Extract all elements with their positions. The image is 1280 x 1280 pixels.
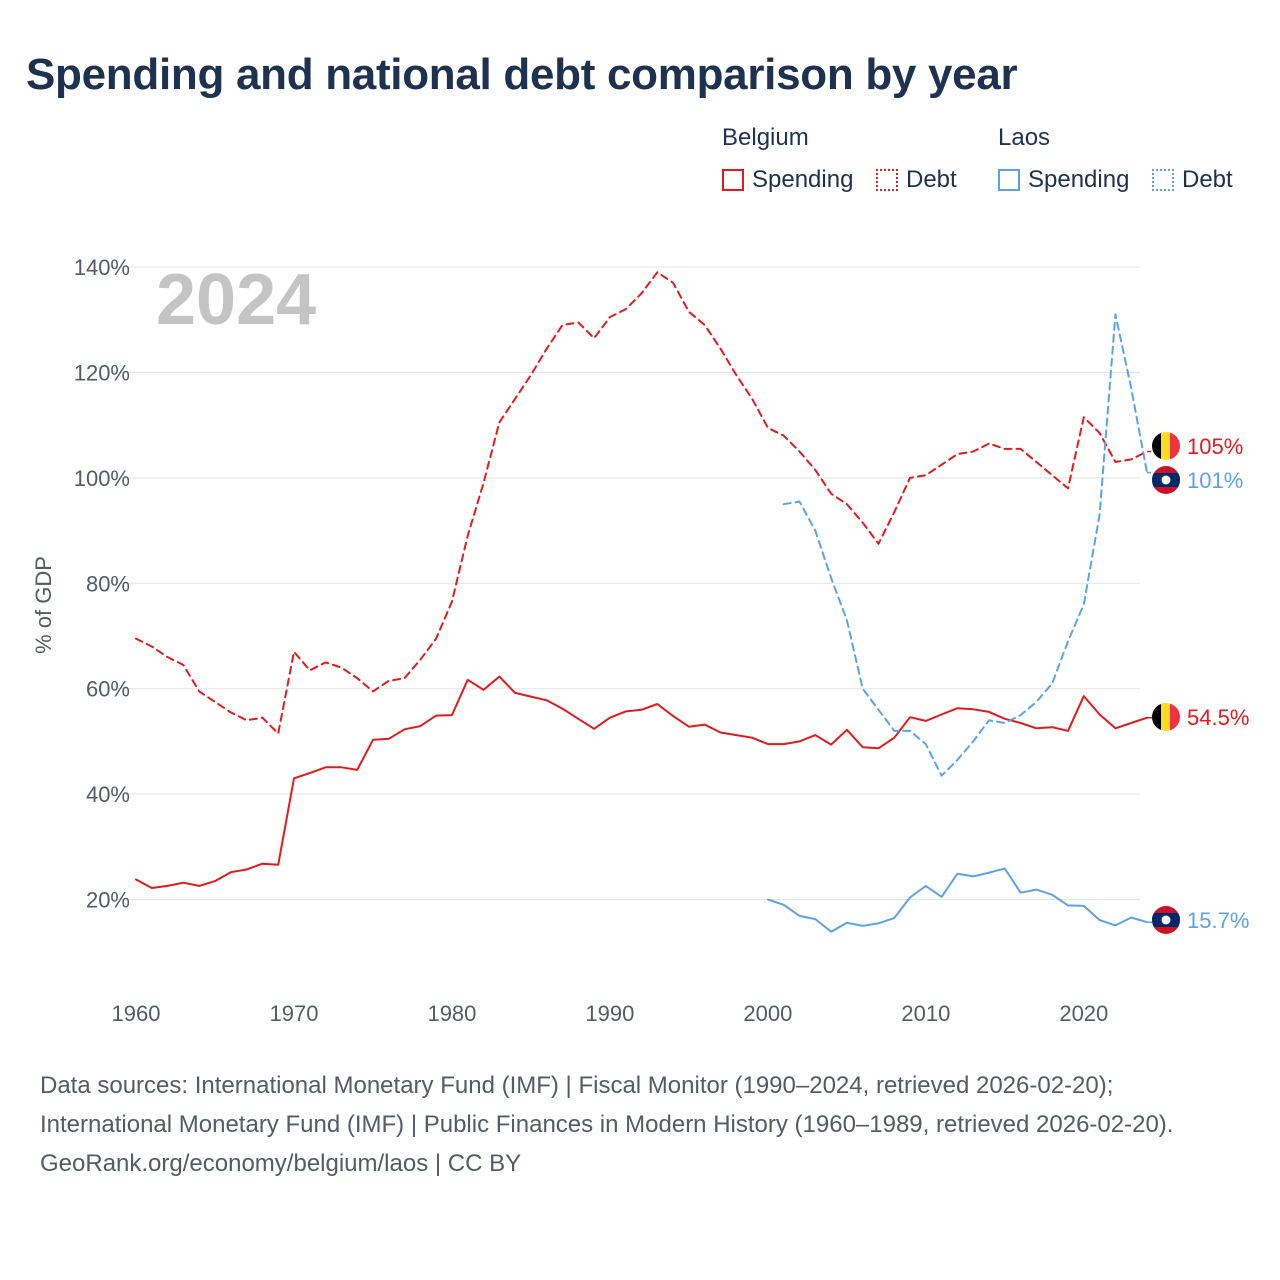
credit-line: GeoRank.org/economy/belgium/laos | CC BY (40, 1150, 522, 1177)
solid-line-swatch-icon (722, 169, 744, 191)
line-chart: 20% 40% 60% 80% 100% 120% 140% 1960 1970 1980 1990… (31, 255, 1249, 1026)
year-watermark: 2024 (156, 260, 316, 340)
legend-label: Spending (1028, 166, 1130, 193)
legend-item-belgium-spending[interactable]: Spending (722, 166, 853, 194)
laos-flag-icon (1152, 906, 1180, 934)
x-tick-label: 1970 (269, 1001, 318, 1026)
x-tick-label: 1960 (112, 1001, 161, 1026)
x-tick-label: 1980 (427, 1001, 476, 1026)
dotted-line-swatch-icon (1152, 169, 1174, 191)
y-tick-label: 80% (86, 571, 130, 596)
x-tick-label: 2020 (1059, 1001, 1108, 1026)
end-value-label-belgium-debt: 105% (1187, 434, 1243, 459)
x-tick-label: 1990 (585, 1001, 634, 1026)
legend-label: Debt (906, 166, 957, 193)
legend-label: Debt (1182, 166, 1233, 193)
legend-label: Spending (752, 166, 854, 193)
x-tick-label: 2010 (901, 1001, 950, 1026)
end-value-label-laos-spending: 15.7% (1187, 908, 1249, 933)
legend-item-laos-spending[interactable]: Spending (998, 166, 1129, 194)
footer: Data sources: International Monetary Fun… (40, 1066, 1240, 1183)
y-tick-label: 20% (86, 888, 130, 913)
legend-group-belgium: Belgium (722, 124, 809, 151)
series-line-belgium-spending (135, 675, 1148, 889)
y-tick-label: 60% (86, 677, 130, 702)
legend-item-belgium-debt[interactable]: Debt (876, 166, 957, 194)
y-tick-label: 120% (74, 360, 130, 385)
series-line-laos-debt (782, 313, 1148, 777)
belgium-flag-icon (1152, 432, 1180, 460)
x-tick-label: 2000 (743, 1001, 792, 1026)
y-tick-label: 100% (74, 466, 130, 491)
solid-line-swatch-icon (998, 169, 1020, 191)
y-tick-label: 140% (74, 255, 130, 280)
legend-group-laos: Laos (998, 124, 1051, 151)
series-line-belgium-debt (135, 271, 1148, 735)
y-axis-label: % of GDP (31, 556, 56, 654)
belgium-flag-icon (1152, 703, 1180, 731)
laos-flag-icon (1152, 466, 1180, 494)
end-value-label-laos-debt: 101% (1187, 468, 1243, 493)
chart-title: Spending and national debt comparison by… (26, 50, 1018, 99)
data-sources: Data sources: International Monetary Fun… (40, 1072, 1174, 1138)
y-tick-label: 40% (86, 782, 130, 807)
series-line-laos-spending (766, 867, 1148, 933)
dotted-line-swatch-icon (876, 169, 898, 191)
legend-item-laos-debt[interactable]: Debt (1152, 166, 1233, 194)
legend: Belgium Laos Spending Debt Spending Debt (0, 124, 1280, 204)
end-value-label-belgium-spending: 54.5% (1187, 705, 1249, 730)
